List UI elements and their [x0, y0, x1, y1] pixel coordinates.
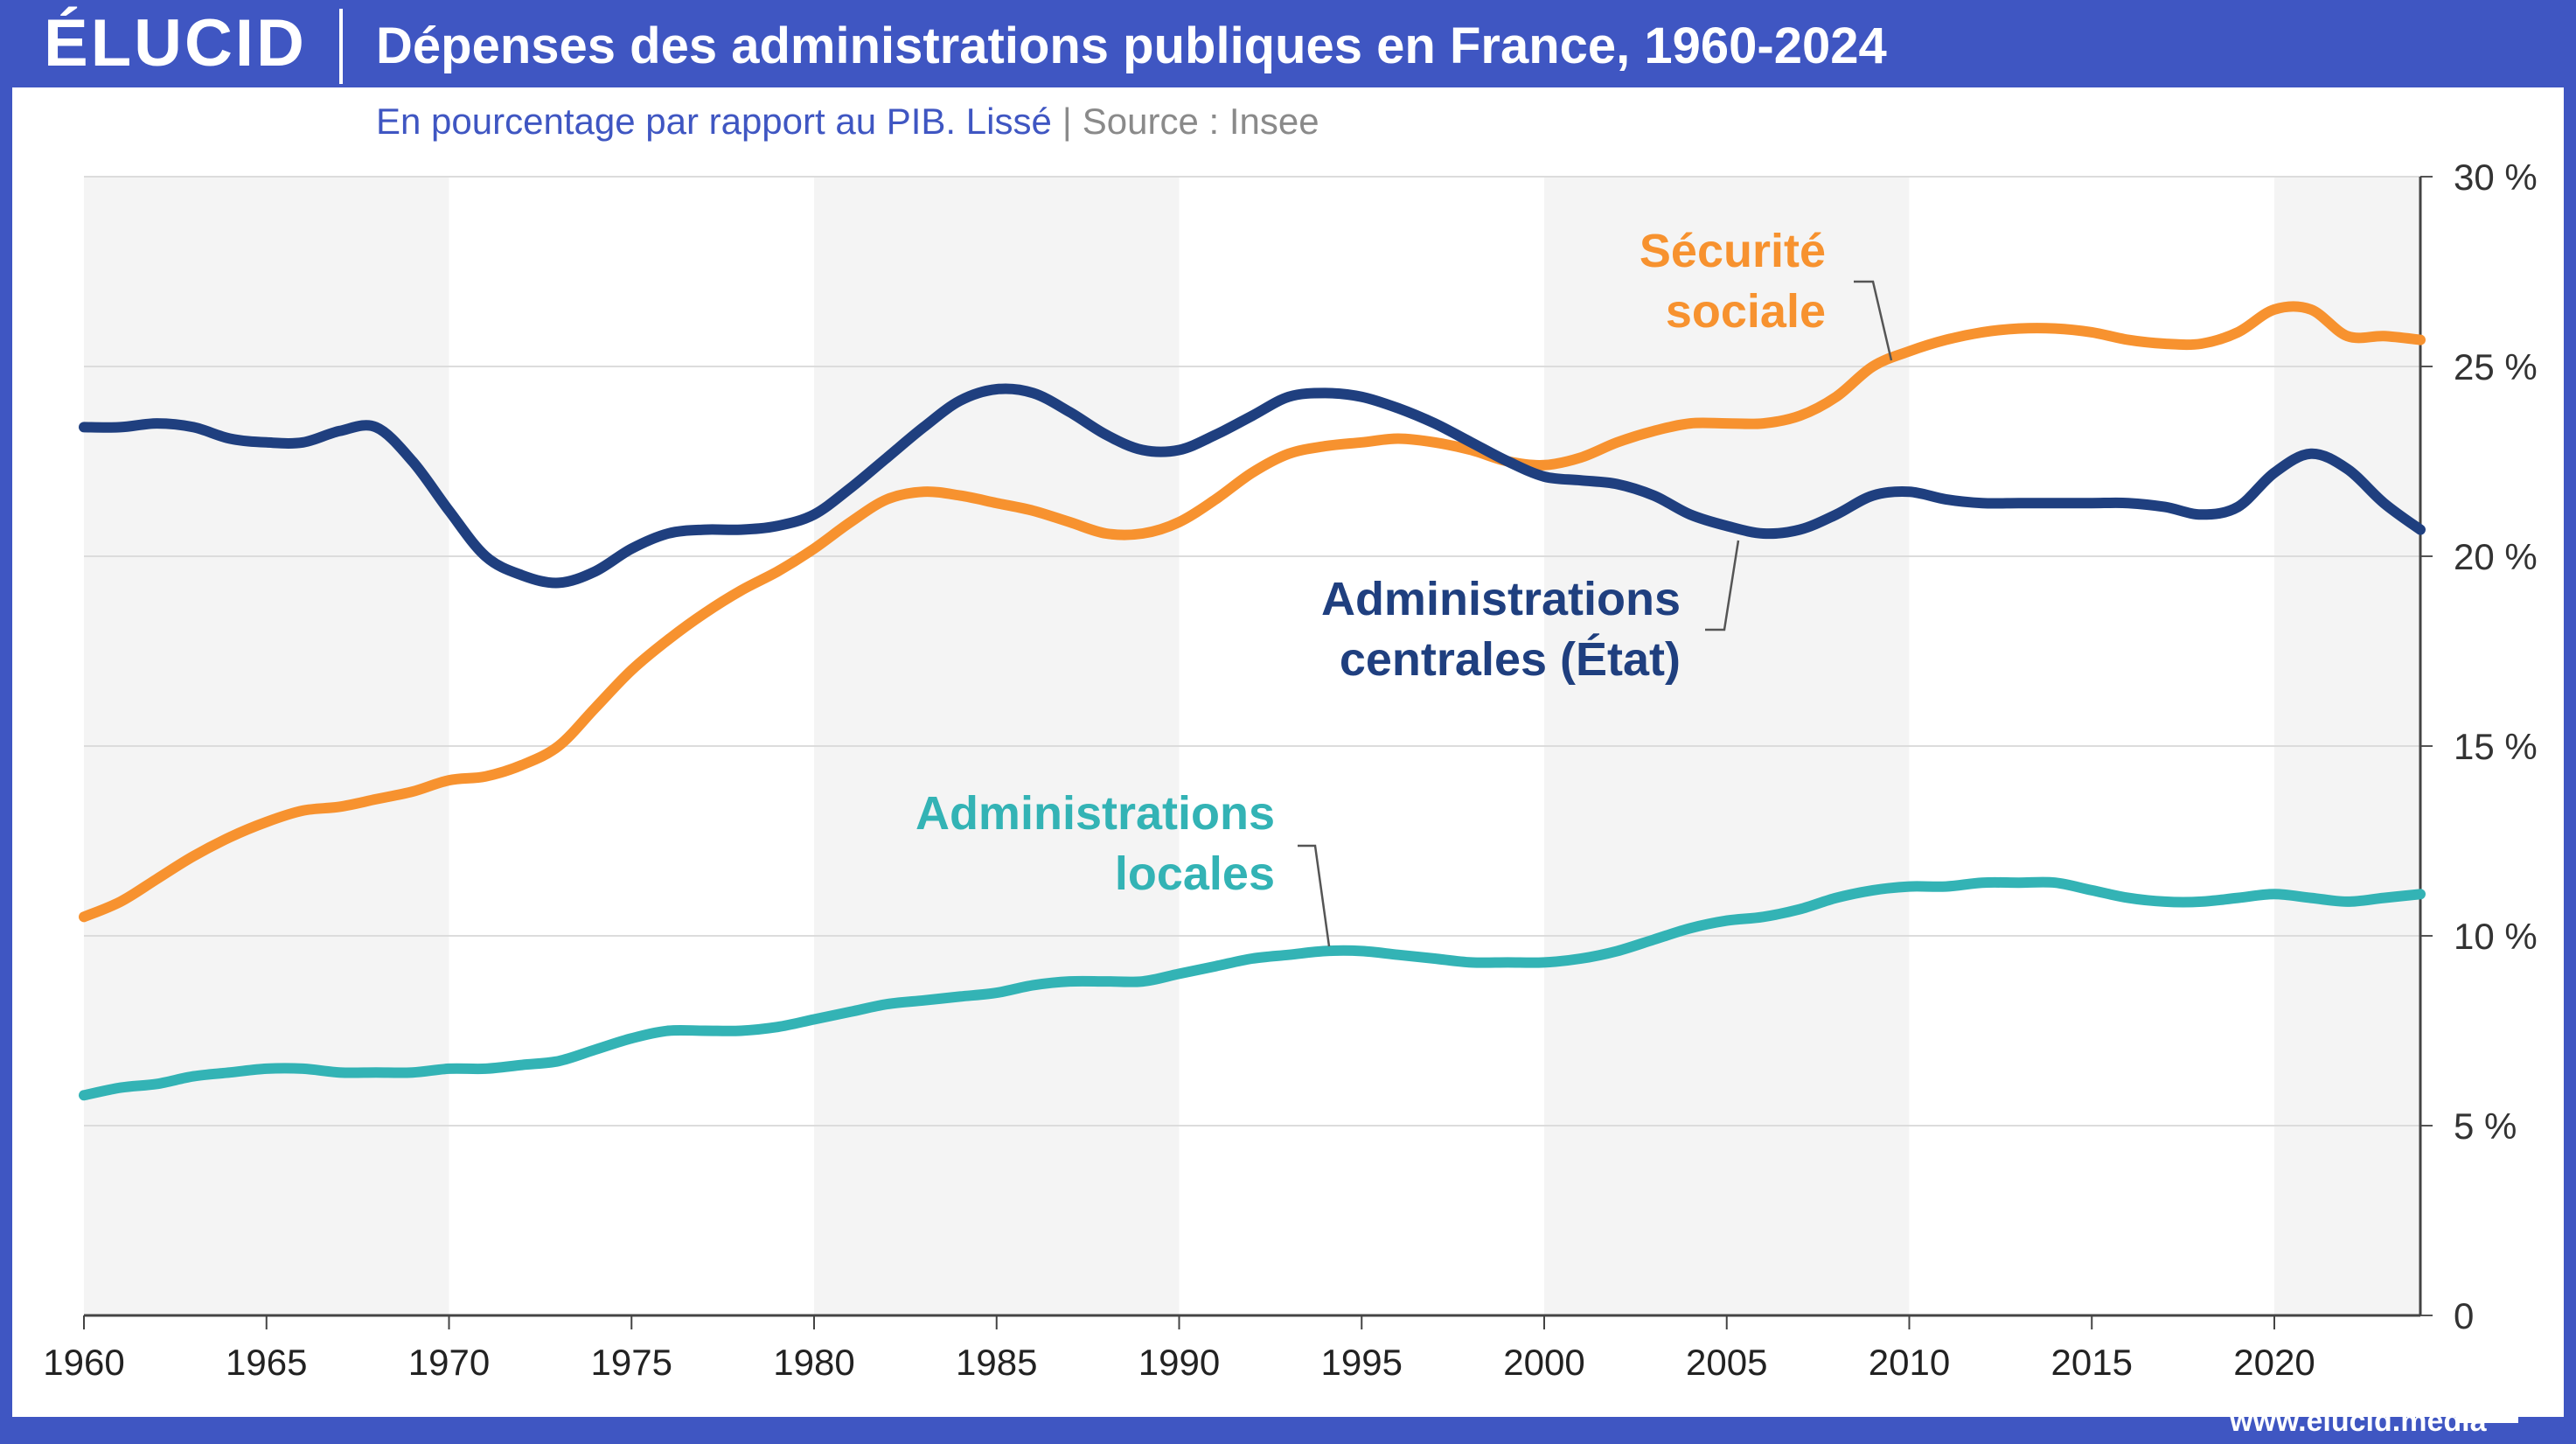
subtitle-text: En pourcentage par rapport au PIB. Lissé [376, 101, 1052, 142]
x-tick-label: 2015 [2051, 1342, 2133, 1383]
x-tick-label: 1995 [1321, 1342, 1403, 1383]
x-tick-label: 1965 [226, 1342, 307, 1383]
x-tick-label: 1980 [773, 1342, 854, 1383]
series-line-administrations-centrales [79, 383, 2426, 589]
leader-line-administrations-centrales [1705, 540, 1740, 631]
x-tick-label: 2010 [1869, 1342, 1950, 1383]
x-tick-label: 1975 [591, 1342, 672, 1383]
series-label: Sécurité [1640, 225, 1826, 277]
x-tick-label: 2000 [1503, 1342, 1584, 1383]
series-line-administrations-locales [79, 876, 2426, 1101]
y-tick-label: 30 % [2454, 157, 2538, 198]
series-label: Administrations [1321, 573, 1681, 625]
chart-subtitle: En pourcentage par rapport au PIB. Lissé… [376, 98, 1319, 145]
y-tick-label: 10 % [2454, 916, 2538, 957]
source-text: Source : Insee [1082, 101, 1319, 142]
header-divider [339, 9, 343, 84]
series-label: centrales (État) [1340, 633, 1681, 686]
x-tick-label: 2020 [2233, 1342, 2315, 1383]
y-tick-label: 20 % [2454, 536, 2538, 577]
elucid-mark-icon [2457, 1388, 2518, 1423]
chart-title: Dépenses des administrations publiques e… [376, 17, 1887, 74]
y-tick-label: 25 % [2454, 346, 2538, 387]
x-tick-label: 1990 [1138, 1342, 1220, 1383]
leader-line-securite-sociale [1854, 280, 1893, 361]
series-label: Administrations [916, 787, 1275, 840]
series-line-securite-sociale [79, 301, 2426, 923]
y-tick-label: 0 [2454, 1295, 2474, 1336]
x-tick-label: 1985 [956, 1342, 1037, 1383]
x-tick-label: 2005 [1686, 1342, 1767, 1383]
header-bar: ÉLUCID Dépenses des administrations publ… [0, 0, 2576, 87]
series-label: sociale [1666, 285, 1826, 338]
series-label: locales [1115, 848, 1275, 900]
footer-url[interactable]: www.elucid.media [2230, 1405, 2487, 1438]
x-tick-label: 1970 [408, 1342, 490, 1383]
subtitle-separator: | [1062, 101, 1072, 142]
y-tick-label: 5 % [2454, 1106, 2517, 1147]
y-tick-label: 15 % [2454, 726, 2538, 767]
elucid-logo: ÉLUCID [44, 6, 307, 80]
x-tick-label: 1960 [43, 1342, 124, 1383]
leader-line-administrations-locales [1298, 844, 1331, 947]
